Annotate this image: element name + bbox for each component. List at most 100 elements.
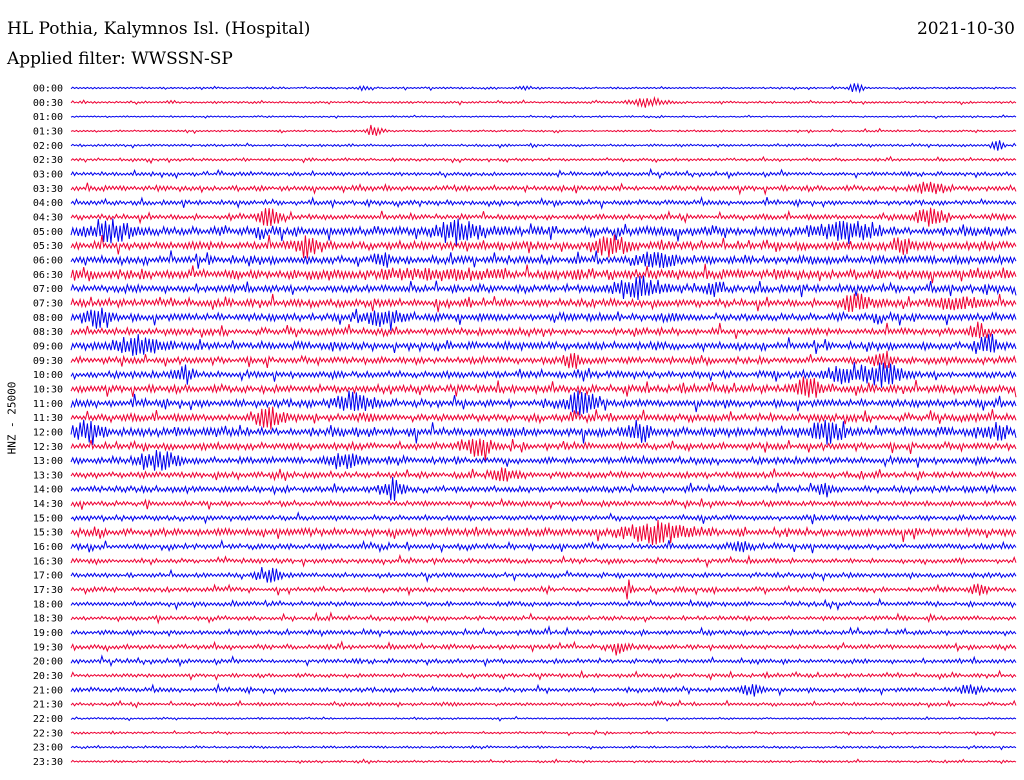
trace-line: [70, 715, 1017, 722]
time-tick-label: 07:00: [33, 284, 63, 295]
time-tick-label: 22:00: [33, 714, 63, 725]
trace-line: [70, 669, 1017, 681]
time-tick-label: 19:00: [33, 628, 63, 639]
time-tick-label: 02:00: [33, 141, 63, 152]
trace-line: [70, 307, 1017, 331]
trace-line: [70, 140, 1017, 151]
time-tick-label: 00:00: [33, 84, 63, 95]
time-tick-label: 21:00: [33, 685, 63, 696]
trace-line: [70, 744, 1017, 751]
time-tick-label: 21:30: [33, 700, 63, 711]
trace-line: [70, 467, 1017, 482]
trace-line: [70, 449, 1017, 471]
trace-line: [70, 250, 1017, 269]
trace-line: [70, 207, 1017, 227]
trace-line: [70, 438, 1017, 462]
trace-line: [70, 114, 1017, 120]
tick-labels-group: 00:00 00:30 01:00 01:30 02:00 02:30 03:00 03:30…: [33, 84, 63, 769]
filter-label: Applied filter: WWSSN-SP: [7, 49, 233, 69]
trace-line: [70, 82, 1017, 94]
time-tick-label: 22:30: [33, 728, 63, 739]
time-tick-label: 16:00: [33, 542, 63, 553]
time-tick-label: 03:00: [33, 169, 63, 180]
trace-line: [70, 218, 1017, 246]
trace-line: [70, 640, 1017, 656]
trace-line: [70, 275, 1017, 301]
trace-line: [70, 539, 1017, 554]
time-tick-label: 18:00: [33, 599, 63, 610]
time-tick-label: 17:30: [33, 585, 63, 596]
trace-line: [70, 95, 1017, 108]
trace-line: [70, 390, 1017, 416]
trace-line: [70, 419, 1017, 446]
trace-line: [70, 497, 1017, 510]
trace-line: [70, 567, 1017, 583]
time-tick-label: 12:00: [33, 427, 63, 438]
time-tick-label: 01:30: [33, 126, 63, 137]
time-tick-label: 14:30: [33, 499, 63, 510]
trace-line: [70, 263, 1017, 284]
trace-line: [70, 553, 1017, 569]
time-tick-label: 16:30: [33, 556, 63, 567]
time-tick-label: 09:30: [33, 356, 63, 367]
time-tick-label: 15:30: [33, 528, 63, 539]
time-tick-label: 20:30: [33, 671, 63, 682]
time-tick-label: 10:30: [33, 384, 63, 395]
trace-line: [70, 376, 1017, 398]
traces-group: [70, 82, 1017, 765]
trace-line: [70, 293, 1017, 313]
trace-line: [70, 611, 1017, 625]
time-tick-label: 19:30: [33, 642, 63, 653]
trace-line: [70, 597, 1017, 612]
time-tick-label: 02:30: [33, 155, 63, 166]
time-tick-label: 05:00: [33, 227, 63, 238]
time-tick-label: 08:30: [33, 327, 63, 338]
trace-line: [70, 124, 1017, 136]
date-label: 2021-10-30: [916, 19, 1015, 39]
trace-line: [70, 362, 1017, 388]
trace-line: [70, 476, 1017, 502]
trace-line: [70, 758, 1017, 765]
trace-line: [70, 333, 1017, 356]
time-tick-label: 06:00: [33, 255, 63, 266]
trace-line: [70, 699, 1017, 709]
time-tick-label: 05:30: [33, 241, 63, 252]
time-tick-label: 23:00: [33, 743, 63, 754]
trace-line: [70, 234, 1017, 259]
time-tick-label: 13:00: [33, 456, 63, 467]
trace-line: [70, 511, 1017, 525]
trace-line: [70, 624, 1017, 638]
time-tick-label: 07:30: [33, 298, 63, 309]
time-tick-label: 04:00: [33, 198, 63, 209]
trace-line: [70, 195, 1017, 210]
time-tick-label: 01:00: [33, 112, 63, 123]
trace-line: [70, 181, 1017, 196]
trace-line: [70, 654, 1017, 668]
trace-line: [70, 167, 1017, 180]
time-tick-label: 17:00: [33, 571, 63, 582]
time-tick-label: 00:30: [33, 98, 63, 109]
trace-line: [70, 155, 1017, 165]
time-tick-label: 13:30: [33, 470, 63, 481]
trace-line: [70, 579, 1017, 600]
trace-line: [70, 729, 1017, 737]
time-tick-label: 15:00: [33, 513, 63, 524]
time-tick-label: 08:00: [33, 313, 63, 324]
time-tick-label: 20:00: [33, 657, 63, 668]
time-tick-label: 10:00: [33, 370, 63, 381]
time-tick-label: 03:30: [33, 184, 63, 195]
time-tick-label: 18:30: [33, 614, 63, 625]
time-tick-label: 14:00: [33, 485, 63, 496]
time-tick-label: 09:00: [33, 341, 63, 352]
trace-line: [70, 406, 1017, 430]
time-tick-label: 04:30: [33, 212, 63, 223]
time-tick-label: 06:30: [33, 270, 63, 281]
time-tick-label: 23:30: [33, 757, 63, 768]
trace-line: [70, 321, 1017, 339]
time-tick-label: 11:00: [33, 399, 63, 410]
trace-line: [70, 350, 1017, 369]
station-title: HL Pothia, Kalymnos Isl. (Hospital): [7, 19, 311, 39]
trace-line: [70, 519, 1017, 546]
time-tick-label: 11:30: [33, 413, 63, 424]
